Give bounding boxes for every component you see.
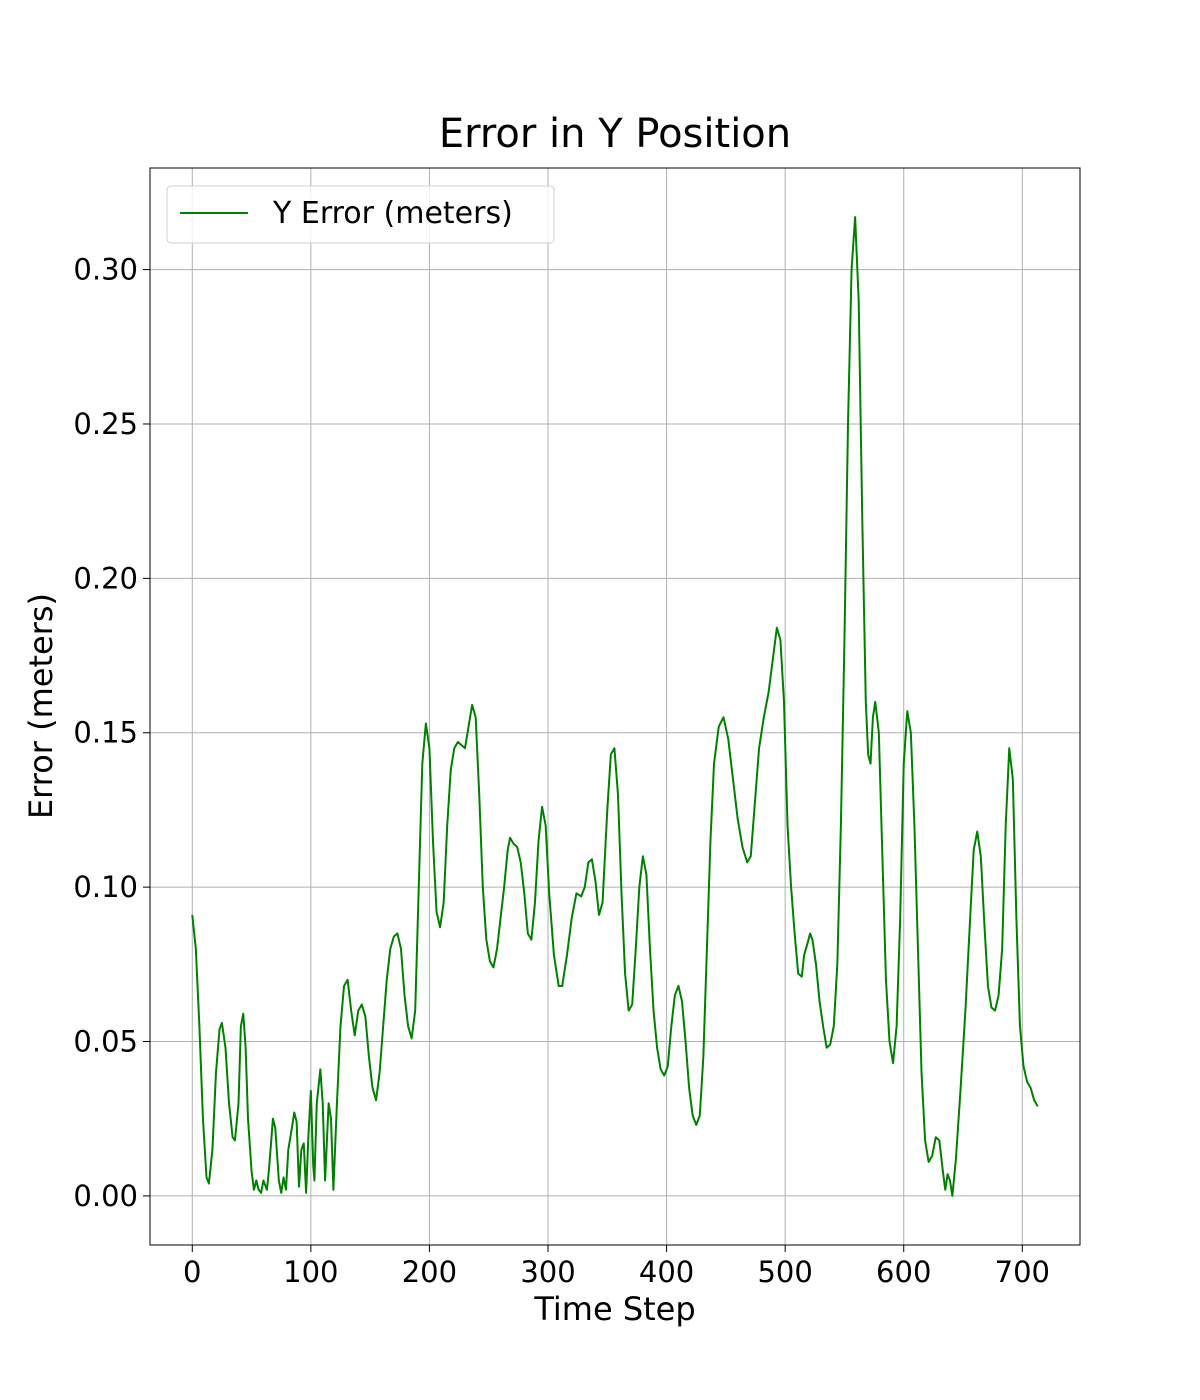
- y-tick-label: 0.10: [73, 870, 138, 904]
- legend-label: Y Error (meters): [272, 196, 513, 231]
- x-tick-label: 300: [520, 1255, 575, 1289]
- y-tick-label: 0.05: [73, 1025, 138, 1059]
- x-tick-label: 400: [639, 1255, 694, 1289]
- x-tick-label: 600: [876, 1255, 931, 1289]
- legend: Y Error (meters): [166, 185, 555, 244]
- x-tick-label: 700: [995, 1255, 1050, 1289]
- plot-frame: [149, 167, 1081, 1246]
- y-tick-label: 0.15: [73, 716, 138, 750]
- legend-box: [166, 185, 555, 244]
- data-line: [191, 216, 1039, 1197]
- x-tick-label: 100: [283, 1255, 338, 1289]
- y-axis-label: Error (meters): [22, 593, 60, 819]
- x-tick-label: 0: [183, 1255, 201, 1289]
- y-tick-label: 0.30: [73, 253, 138, 287]
- x-axis-label: Time Step: [533, 1290, 695, 1328]
- y-tick-label: 0.00: [73, 1179, 138, 1213]
- x-tick-label: 200: [402, 1255, 457, 1289]
- y-tick-label: 0.25: [73, 407, 138, 441]
- chart-title: Error in Y Position: [439, 111, 791, 157]
- y-tick-label: 0.20: [73, 561, 138, 595]
- x-tick-label: 500: [757, 1255, 812, 1289]
